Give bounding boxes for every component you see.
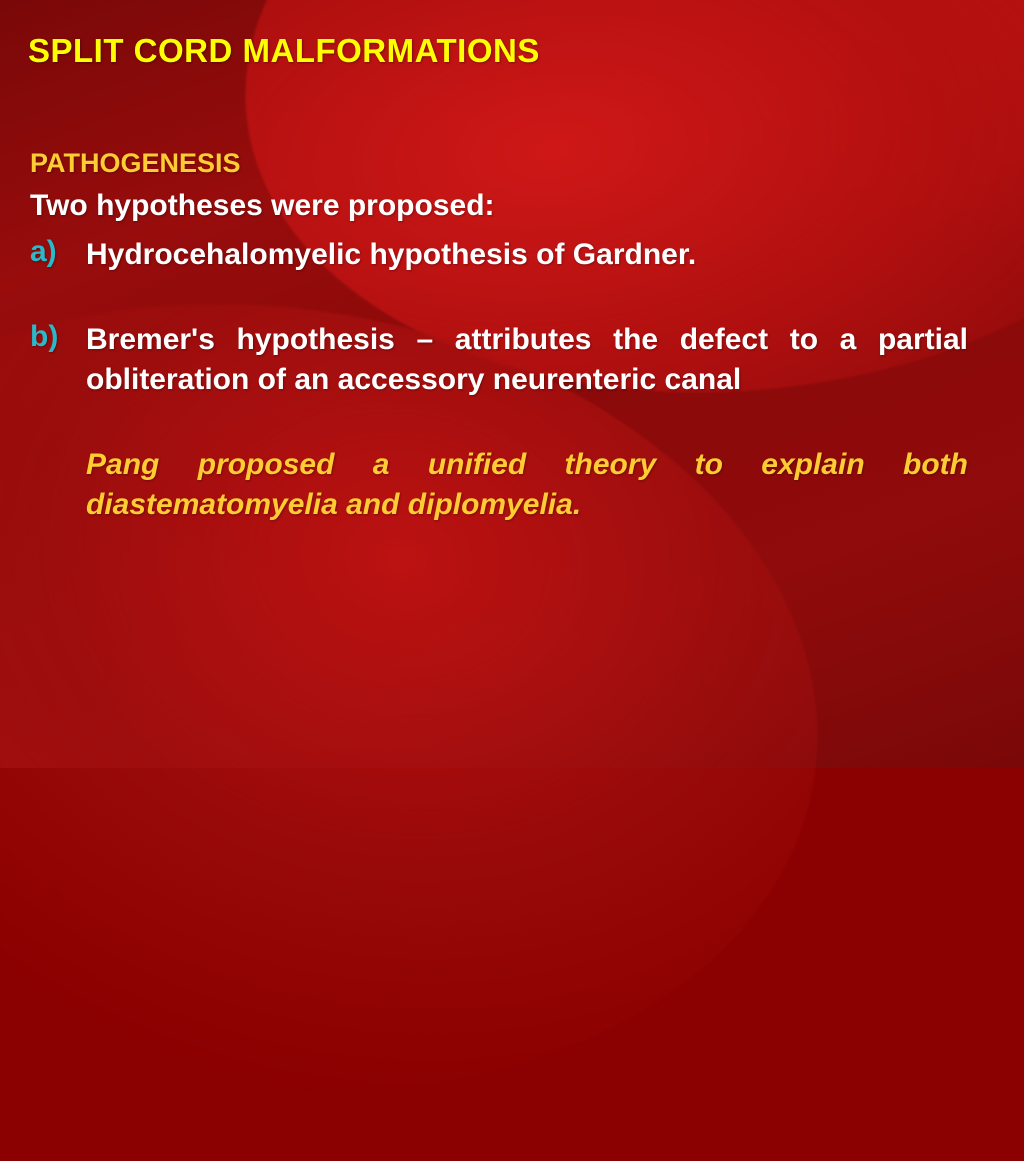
list-item-text: Bremer's hypothesis – attributes the def… <box>86 320 968 401</box>
list-marker-b: b) <box>30 320 86 401</box>
hypothesis-list: a) Hydrocehalomyelic hypothesis of Gardn… <box>30 235 968 401</box>
slide-title: SPLIT CORD MALFORMATIONS <box>28 32 968 70</box>
list-item: b) Bremer's hypothesis – attributes the … <box>30 320 968 401</box>
list-item: a) Hydrocehalomyelic hypothesis of Gardn… <box>30 235 968 276</box>
slide-content: SPLIT CORD MALFORMATIONS PATHOGENESIS Tw… <box>0 0 1024 768</box>
section-label: PATHOGENESIS <box>30 148 968 179</box>
list-item-text: Hydrocehalomyelic hypothesis of Gardner. <box>86 235 968 276</box>
intro-text: Two hypotheses were proposed: <box>30 189 968 223</box>
conclusion-text: Pang proposed a unified theory to explai… <box>86 445 968 526</box>
list-marker-a: a) <box>30 235 86 276</box>
